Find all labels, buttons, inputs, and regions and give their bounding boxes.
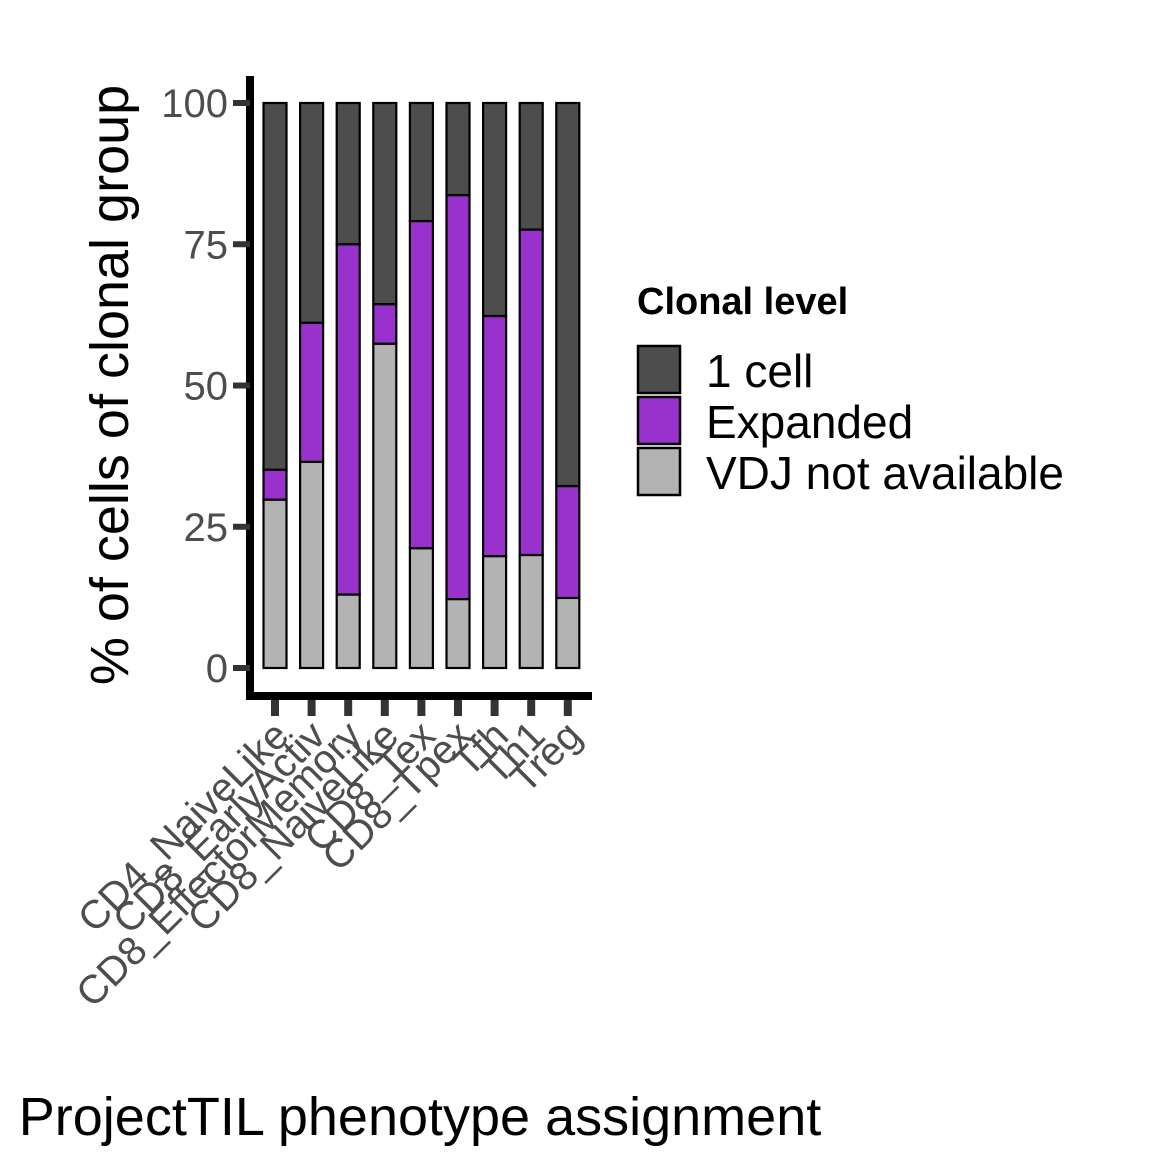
bar-segment-cd8-effectormemory-vdj-not-available [335, 593, 361, 670]
legend-title: Clonal level [637, 281, 848, 323]
y-axis-title: % of cells of clonal group [80, 85, 140, 685]
bar-segment-cd8-tex-vdj-not-available [408, 547, 434, 670]
bar-segment-cd8-earlyactiv-vdj-not-available [299, 460, 325, 670]
bar-segment-th1-expanded [518, 228, 544, 557]
x-tick-label: CD8_EffectorMemory [68, 713, 371, 1016]
legend-swatch [636, 395, 682, 446]
bar-segment-cd8-naivelike-1-cell [372, 101, 398, 306]
bar-segment-cd8-tex-expanded [408, 219, 434, 550]
bar-segment-cd4-naivelike-vdj-not-available [262, 498, 288, 670]
bar-segment-cd8-earlyactiv-expanded [299, 321, 325, 463]
bar-segment-tfh-expanded [482, 314, 508, 558]
legend-swatch [636, 446, 682, 497]
y-tick-label: 100 [161, 82, 228, 126]
bar-segment-cd4-naivelike-1-cell [262, 101, 288, 471]
bar-segment-cd8-tpex-expanded [445, 193, 471, 601]
bar-segment-tfh-1-cell [482, 101, 508, 318]
bar-segment-cd8-tex-1-cell [408, 101, 434, 223]
bar-segment-tfh-vdj-not-available [482, 555, 508, 670]
bar-segment-cd8-effectormemory-1-cell [335, 101, 361, 246]
legend-label: Expanded [706, 396, 913, 448]
y-tick-label: 75 [184, 223, 229, 267]
bar-segment-th1-vdj-not-available [518, 553, 544, 670]
bar-segment-cd8-naivelike-expanded [372, 303, 398, 345]
bar-segment-cd8-tpex-1-cell [445, 101, 471, 197]
bars [262, 101, 581, 670]
bar-segment-cd4-naivelike-expanded [262, 468, 288, 501]
bar-segment-treg-vdj-not-available [555, 596, 581, 670]
x-ticks: CD4_NaiveLikeCD8_EarlyActivCD8_EffectorM… [68, 700, 590, 1016]
bar-segment-treg-1-cell [555, 101, 581, 488]
legend-label: 1 cell [706, 345, 813, 397]
y-tick-label: 25 [184, 506, 229, 550]
y-ticks: 0 25 50 75 100 [161, 82, 250, 691]
legend-label: VDJ not available [706, 447, 1064, 499]
x-axis-title: ProjectTIL phenotype assignment [19, 1087, 821, 1147]
bar-segment-cd8-earlyactiv-1-cell [299, 101, 325, 324]
bar-segment-cd8-naivelike-vdj-not-available [372, 342, 398, 670]
y-tick-label: 0 [206, 647, 228, 691]
bar-segment-cd8-effectormemory-expanded [335, 243, 361, 596]
bar-segment-treg-expanded [555, 484, 581, 600]
legend-swatch [636, 344, 682, 395]
y-tick-label: 50 [184, 365, 229, 409]
bar-segment-cd8-tpex-vdj-not-available [445, 597, 471, 670]
bar-segment-th1-1-cell [518, 101, 544, 231]
